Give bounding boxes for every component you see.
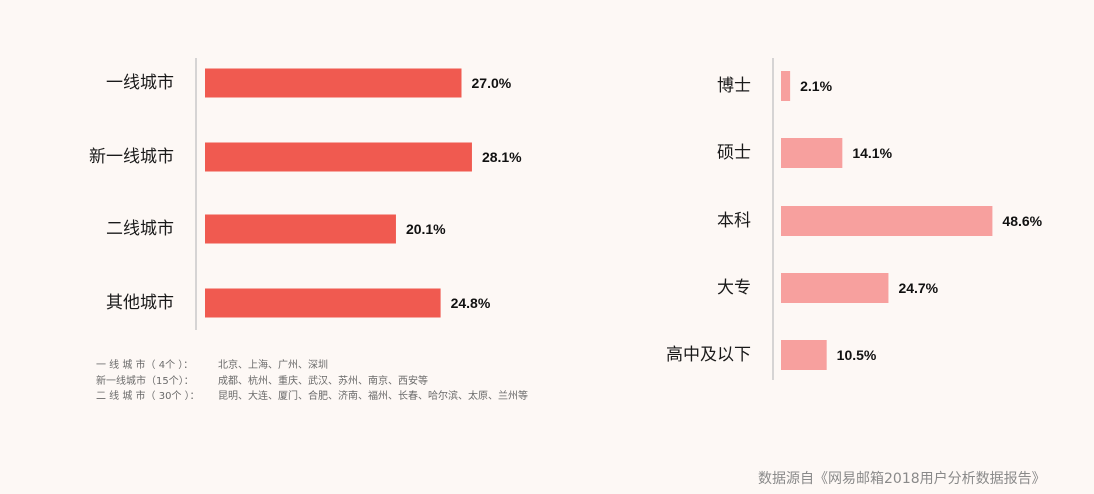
bar bbox=[205, 288, 441, 318]
bar bbox=[205, 142, 472, 172]
note-row: 二 线 城 市（ 30个 ）： 昆明、大连、厦门、合肥、济南、福州、长春、哈尔滨… bbox=[96, 389, 528, 405]
note-value: 昆明、大连、厦门、合肥、济南、福州、长春、哈尔滨、太原、兰州等 bbox=[218, 391, 528, 402]
note-key: 新一线城市（15个）： bbox=[96, 375, 194, 387]
note-row: 一 线 城 市（ 4个 ）： 北京、上海、广州、深圳 bbox=[96, 358, 528, 374]
city-tier-chart: 一线城市 27.0% 新一线城市 28.1% 二线城市 20.1% 其他城市 24.8% bbox=[89, 58, 522, 330]
data-label: 14.1% bbox=[852, 145, 892, 161]
data-label: 48.6% bbox=[1002, 213, 1042, 229]
bar bbox=[781, 273, 889, 303]
data-label: 24.8% bbox=[451, 295, 491, 311]
bar bbox=[205, 68, 462, 98]
data-source-note: 数据源自《网易邮箱2018用户分析数据报告》 bbox=[758, 471, 1046, 487]
bar bbox=[781, 138, 843, 168]
category-label: 二线城市 bbox=[106, 219, 174, 239]
note-value: 北京、上海、广州、深圳 bbox=[218, 360, 328, 371]
category-label: 硕士 bbox=[717, 143, 751, 163]
data-label: 24.7% bbox=[898, 280, 938, 296]
bar bbox=[781, 71, 791, 101]
category-label: 博士 bbox=[717, 76, 751, 96]
category-label: 新一线城市 bbox=[89, 147, 174, 167]
bar bbox=[205, 214, 396, 244]
category-label: 大专 bbox=[717, 278, 751, 298]
note-value: 成都、杭州、重庆、武汉、苏州、南京、西安等 bbox=[218, 375, 428, 387]
education-chart: 博士 2.1% 硕士 14.1% 本科 48.6% 大专 24.7% 高中及以下 10.5% bbox=[666, 58, 1043, 380]
note-row: 新一线城市（15个）： 成都、杭州、重庆、武汉、苏州、南京、西安等 bbox=[96, 374, 528, 390]
data-label: 20.1% bbox=[406, 221, 446, 237]
data-label: 2.1% bbox=[800, 78, 832, 94]
category-label: 本科 bbox=[717, 211, 751, 231]
city-tier-notes: 一 线 城 市（ 4个 ）： 北京、上海、广州、深圳 新一线城市（15个）： 成… bbox=[96, 358, 528, 405]
category-label: 高中及以下 bbox=[666, 345, 751, 365]
data-label: 27.0% bbox=[472, 75, 512, 91]
bar bbox=[781, 340, 827, 370]
note-key: 一 线 城 市（ 4个 ）： bbox=[96, 360, 194, 371]
category-label: 其他城市 bbox=[106, 293, 174, 313]
category-label: 一线城市 bbox=[106, 73, 174, 93]
data-label: 10.5% bbox=[837, 347, 877, 363]
note-key: 二 线 城 市（ 30个 ）： bbox=[96, 391, 200, 402]
data-label: 28.1% bbox=[482, 149, 522, 165]
bar bbox=[781, 206, 993, 236]
